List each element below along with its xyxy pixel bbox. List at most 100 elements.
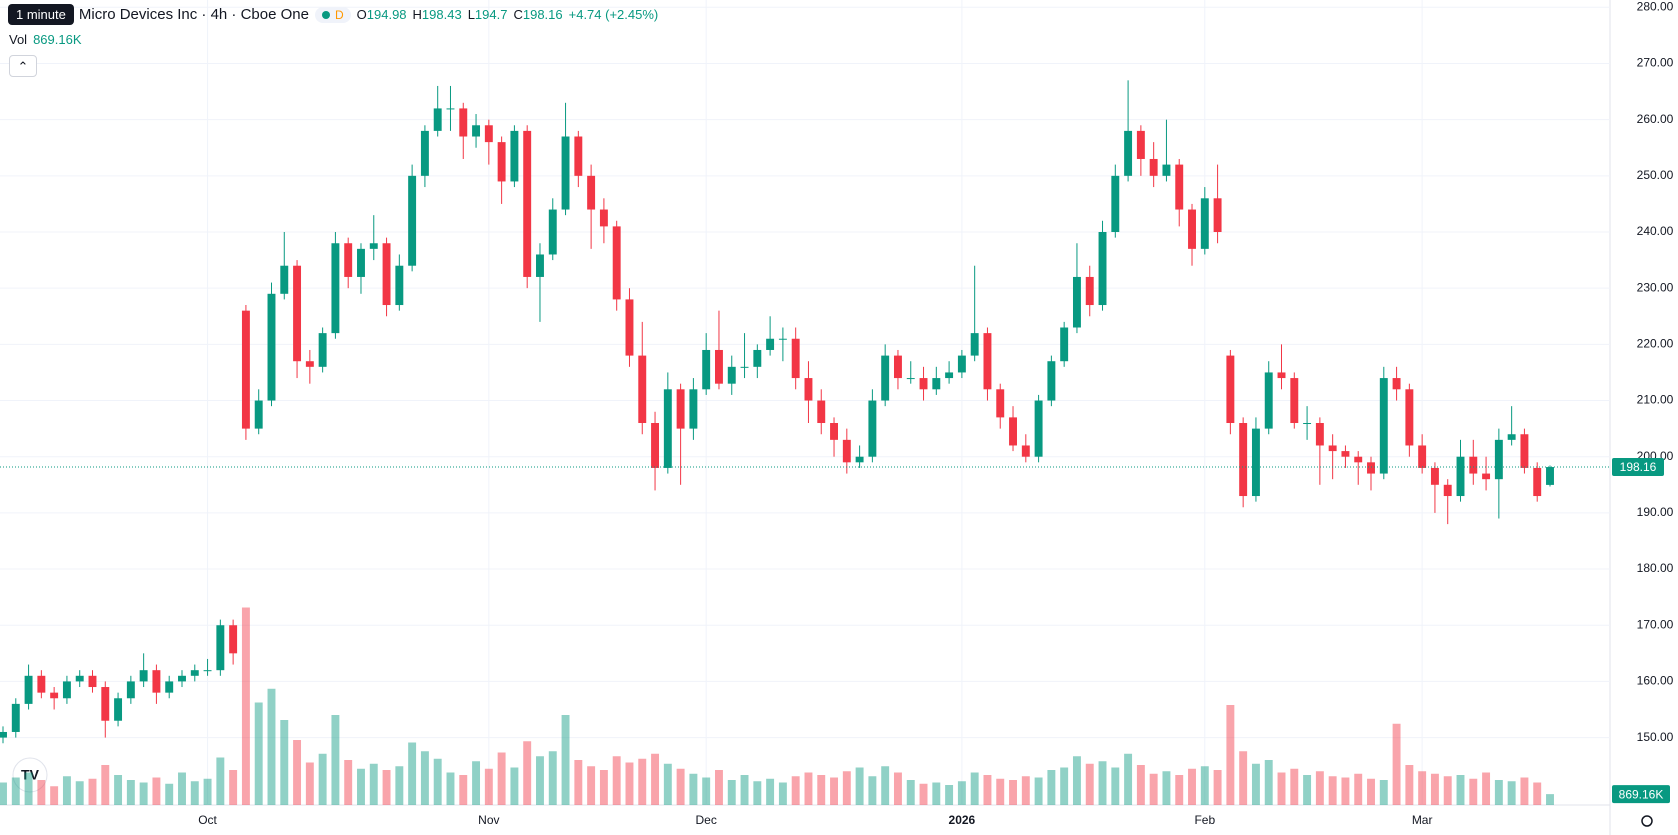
candle-body bbox=[1213, 198, 1222, 233]
candle-body bbox=[1111, 175, 1120, 233]
volume-bar bbox=[1290, 768, 1299, 805]
volume-bar bbox=[932, 782, 941, 805]
x-tick-label: Oct bbox=[198, 813, 217, 827]
volume-label: Vol bbox=[9, 32, 28, 47]
candle-body bbox=[1367, 462, 1375, 474]
svg-text:TV: TV bbox=[21, 767, 40, 783]
candle-body bbox=[817, 400, 826, 424]
candle-body bbox=[1188, 209, 1196, 249]
volume-bar bbox=[369, 763, 378, 805]
volume-bar bbox=[740, 775, 749, 805]
volume-bar bbox=[1315, 771, 1324, 805]
tooltip: 1 minute bbox=[8, 4, 74, 25]
volume-bar bbox=[1469, 778, 1478, 805]
volume-bar bbox=[1098, 761, 1107, 805]
candle-body bbox=[1443, 484, 1452, 497]
status-badge: D bbox=[314, 6, 351, 23]
volume-bar bbox=[676, 768, 685, 805]
candle-body bbox=[702, 349, 711, 390]
volume-bar bbox=[1213, 770, 1222, 805]
candle-body bbox=[804, 378, 813, 401]
candle-body bbox=[766, 338, 775, 350]
candle-body bbox=[344, 243, 353, 277]
ohlc-value: 194.7 bbox=[474, 7, 508, 22]
candle-body bbox=[778, 338, 787, 340]
y-tick-label: 160.00 bbox=[1637, 674, 1674, 688]
x-tick-label: Mar bbox=[1412, 813, 1433, 827]
candle-body bbox=[932, 378, 941, 390]
volume-bar bbox=[1533, 782, 1542, 805]
candle-body bbox=[1251, 428, 1260, 497]
volume-bar bbox=[1124, 753, 1133, 805]
candle-body bbox=[267, 293, 276, 401]
candle-body bbox=[1341, 451, 1350, 457]
volume-bar bbox=[791, 776, 800, 805]
candle-body bbox=[1418, 445, 1427, 468]
candle-body bbox=[945, 372, 954, 379]
volume-bar bbox=[1430, 773, 1439, 805]
volume-bar bbox=[1494, 780, 1503, 805]
candle-body bbox=[37, 675, 46, 693]
volume-bar bbox=[254, 702, 263, 805]
volume-bar bbox=[983, 775, 992, 805]
candle-body bbox=[1149, 158, 1158, 176]
x-tick-label: Feb bbox=[1194, 813, 1215, 827]
volume-bar bbox=[1392, 723, 1401, 805]
candle-body bbox=[395, 265, 404, 306]
volume-bar bbox=[1443, 776, 1452, 805]
volume-bar bbox=[446, 772, 455, 805]
candle-body bbox=[408, 175, 417, 266]
volume-bar bbox=[50, 786, 59, 805]
candle-body bbox=[203, 670, 212, 672]
volume-bar bbox=[1405, 765, 1414, 805]
candle-body bbox=[791, 338, 800, 379]
candle-body bbox=[740, 366, 749, 368]
volume-bar bbox=[1277, 772, 1286, 805]
candle-body bbox=[88, 675, 97, 688]
collapse-button[interactable]: ⌃ bbox=[9, 55, 37, 77]
candle-body bbox=[1303, 423, 1312, 425]
volume-bar bbox=[1021, 776, 1030, 805]
candle-body bbox=[625, 299, 634, 356]
volume-bar bbox=[919, 783, 928, 805]
ohlc-value: 198.16 bbox=[522, 7, 563, 22]
volume-bar bbox=[957, 781, 966, 805]
volume-bar bbox=[1034, 777, 1043, 805]
candle-body bbox=[497, 142, 506, 182]
candle-body bbox=[1469, 456, 1478, 474]
badge-text: D bbox=[334, 7, 344, 22]
candle-body bbox=[126, 681, 135, 699]
volume-bar bbox=[548, 751, 557, 805]
candle-body bbox=[50, 692, 59, 699]
candle-body bbox=[1520, 434, 1529, 468]
candle-body bbox=[676, 389, 685, 429]
volume-bar bbox=[420, 751, 429, 805]
volume-bar bbox=[702, 777, 711, 805]
candle-body bbox=[996, 389, 1005, 418]
candle-body bbox=[830, 423, 838, 440]
candle-body bbox=[587, 175, 596, 210]
settings-icon[interactable] bbox=[1641, 815, 1653, 827]
volume-bar bbox=[0, 782, 7, 805]
volume-bar bbox=[766, 778, 775, 805]
volume-bar bbox=[1149, 773, 1158, 805]
candle-body bbox=[331, 243, 340, 334]
candle-body bbox=[1175, 164, 1184, 210]
volume-bar bbox=[612, 756, 621, 805]
candle-body bbox=[1290, 378, 1299, 424]
candle-body bbox=[561, 136, 570, 210]
candle-body bbox=[689, 389, 698, 429]
candle-body bbox=[1277, 372, 1286, 379]
volume-bar bbox=[318, 753, 327, 805]
ohlc-label: L bbox=[467, 7, 475, 22]
candle-body bbox=[1405, 389, 1414, 446]
y-tick-label: 270.00 bbox=[1637, 56, 1674, 70]
volume-bar bbox=[587, 766, 596, 805]
candle-body bbox=[957, 355, 966, 373]
candle-body bbox=[293, 265, 302, 362]
volume-bar bbox=[114, 775, 123, 805]
candle-body bbox=[1226, 355, 1235, 424]
volume-bar bbox=[868, 776, 877, 805]
candle-body bbox=[1379, 378, 1388, 474]
candle-body bbox=[1136, 130, 1145, 159]
